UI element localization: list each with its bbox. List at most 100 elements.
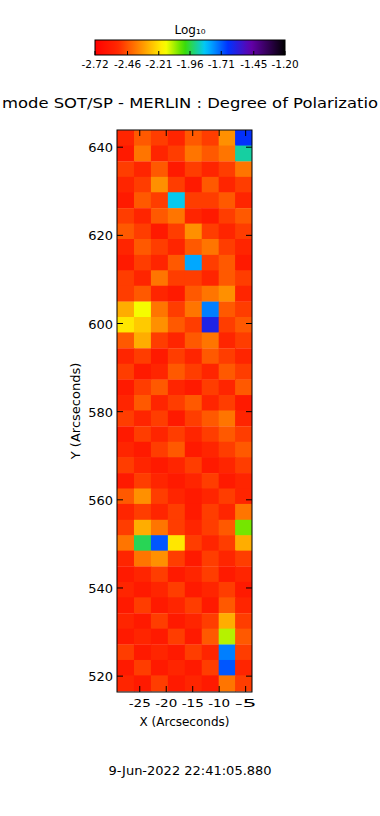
cell: [134, 332, 151, 348]
cell: [235, 286, 252, 302]
cell: [134, 457, 151, 473]
cell: [185, 520, 202, 536]
cell: [117, 410, 134, 426]
cell: [202, 504, 219, 520]
cell: [235, 364, 252, 380]
cell: [219, 442, 236, 458]
plot-frame: [117, 130, 252, 692]
y-tick: [246, 499, 252, 500]
cell: [117, 473, 134, 489]
cell: [235, 520, 252, 536]
cell: [202, 520, 219, 536]
cell: [168, 161, 185, 177]
cell: [151, 270, 168, 286]
cell: [168, 270, 185, 286]
cell: [151, 192, 168, 208]
y-tick: [246, 676, 252, 677]
y-tick: [117, 587, 123, 588]
cell: [117, 364, 134, 380]
cell: [168, 567, 185, 583]
cell: [117, 551, 134, 567]
cell: [151, 177, 168, 193]
cell: [117, 597, 134, 613]
cell: [117, 302, 134, 318]
cell: [219, 332, 236, 348]
cell: [134, 488, 151, 504]
cell: [134, 426, 151, 442]
cell: [185, 629, 202, 645]
cell: [168, 520, 185, 536]
y-tick: [246, 235, 252, 236]
cell: [185, 395, 202, 411]
y-tick-label: 600: [88, 317, 113, 332]
cell: [235, 348, 252, 364]
cell: [117, 488, 134, 504]
cell: [202, 395, 219, 411]
cell: [151, 410, 168, 426]
cell: [202, 192, 219, 208]
y-tick: [246, 147, 252, 148]
cell: [235, 645, 252, 661]
cell: [219, 130, 236, 146]
cell: [185, 332, 202, 348]
cell: [235, 551, 252, 567]
cell: [151, 675, 168, 691]
cell: [235, 380, 252, 396]
cell: [117, 332, 134, 348]
cell: [185, 597, 202, 613]
cell: [185, 504, 202, 520]
x-tick-label: -10: [208, 697, 230, 710]
cell: [219, 660, 236, 676]
cell: [134, 520, 151, 536]
cell: [117, 380, 134, 396]
cell: [235, 660, 252, 676]
cell: [235, 146, 252, 162]
cell: [219, 192, 236, 208]
cell: [134, 286, 151, 302]
cell: [202, 380, 219, 396]
cell: [117, 645, 134, 661]
x-tick: [245, 130, 246, 136]
cell: [151, 380, 168, 396]
cell: [202, 130, 219, 146]
cell: [168, 317, 185, 333]
cell: [219, 520, 236, 536]
cell: [185, 488, 202, 504]
cell: [235, 457, 252, 473]
cell: [235, 488, 252, 504]
cell: [117, 348, 134, 364]
cell: [219, 177, 236, 193]
x-tick: [166, 686, 167, 692]
cell: [185, 302, 202, 318]
colorbar-tick: [190, 51, 191, 55]
cell: [219, 286, 236, 302]
cell: [202, 457, 219, 473]
y-tick: [117, 323, 123, 324]
cell: [117, 130, 134, 146]
cell: [168, 177, 185, 193]
cell: [168, 426, 185, 442]
cell: [117, 457, 134, 473]
cell: [235, 675, 252, 691]
colorbar-tick: [158, 51, 159, 55]
cell: [235, 192, 252, 208]
x-tick: [192, 686, 193, 692]
cell: [134, 473, 151, 489]
cell: [117, 426, 134, 442]
cell: [219, 597, 236, 613]
cell: [151, 224, 168, 240]
cell: [168, 348, 185, 364]
cell: [219, 302, 236, 318]
cell: [235, 302, 252, 318]
y-tick: [117, 147, 123, 148]
x-tick: [139, 130, 140, 136]
cell: [117, 567, 134, 583]
cell: [168, 582, 185, 598]
cell: [235, 224, 252, 240]
cell: [202, 348, 219, 364]
colorbar-tick: [95, 51, 96, 55]
cell: [151, 551, 168, 567]
x-tick-label: -5: [235, 697, 257, 710]
cell: [185, 442, 202, 458]
cells: [117, 130, 252, 691]
